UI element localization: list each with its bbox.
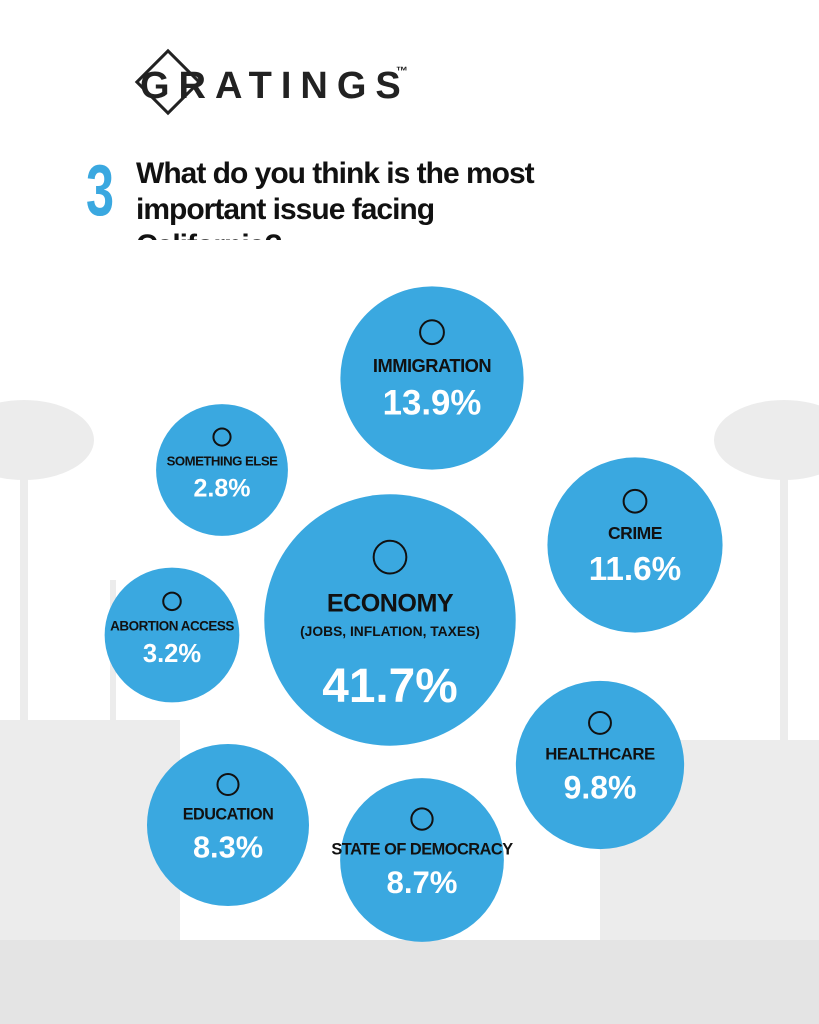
bubbles: IMMIGRATION 13.9% SOMETHING ELSE 2.8% CRIME 1… <box>104 286 723 942</box>
bubble-icon <box>622 488 648 514</box>
logo: GRATINGS ™ <box>134 48 410 116</box>
background-scenery <box>0 400 819 1024</box>
logo-trademark: ™ <box>396 64 408 78</box>
bubble <box>156 404 288 536</box>
bubble-label: ABORTION ACCESS <box>110 618 234 633</box>
bubble <box>340 778 504 942</box>
bubble-label: HEALTHCARE <box>545 744 655 763</box>
bubble-label: IMMIGRATION <box>373 355 491 376</box>
bubble-value-label: 41.7% <box>322 660 457 713</box>
bubble-label: SOMETHING ELSE <box>167 454 279 469</box>
bubble <box>146 743 310 907</box>
bubble-value-label: 11.6% <box>589 551 682 588</box>
bubble <box>547 457 723 633</box>
bubble-icon <box>212 427 232 447</box>
bubble-detail: (JOBS, INFLATION, TAXES) <box>300 623 480 639</box>
bubble-icon <box>410 807 434 831</box>
bubble-value-label: 8.7% <box>387 865 458 900</box>
bubble-value-label: 3.2% <box>143 640 202 668</box>
bubble-value-label: 8.3% <box>193 829 263 864</box>
bubble-value-label: 2.8% <box>193 474 250 502</box>
bubble-icon <box>372 539 408 575</box>
bubble-icon <box>588 710 612 735</box>
question-box: What do you think is the most important … <box>136 157 535 240</box>
bubble-label: ECONOMY <box>327 590 454 618</box>
question-number: 3 <box>86 151 114 231</box>
bubble <box>515 680 685 850</box>
logo-text: GRATINGS <box>140 65 410 107</box>
bubble <box>340 286 524 470</box>
bubble-value-label: 9.8% <box>564 770 637 806</box>
bubble-label: EDUCATION <box>183 806 274 824</box>
bubble-label: CRIME <box>608 523 662 543</box>
bubble-value-label: 13.9% <box>383 384 482 423</box>
bubble <box>264 494 516 746</box>
bubble-icon <box>419 319 445 346</box>
bubble-label: STATE OF DEMOCRACY <box>331 841 513 859</box>
question-title: What do you think is the most important … <box>136 157 535 240</box>
bubble <box>104 567 240 703</box>
bubble-icon <box>216 772 240 797</box>
bubble-icon <box>162 591 182 612</box>
